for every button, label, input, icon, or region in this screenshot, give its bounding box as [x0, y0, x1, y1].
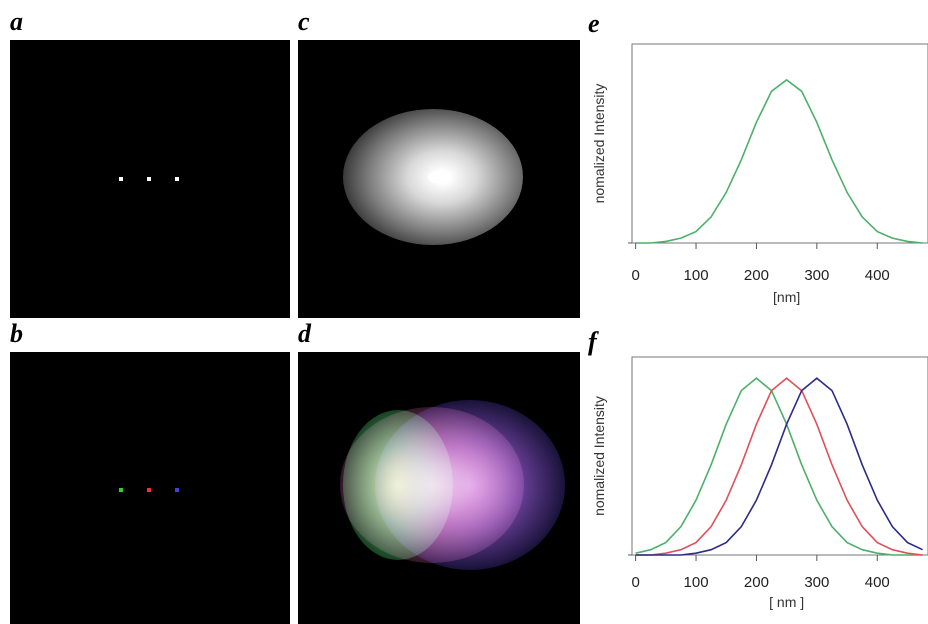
y-axis-label: nomalized Intensity [591, 84, 607, 204]
x-tick-label: 400 [865, 267, 890, 284]
plot-frame [632, 357, 928, 555]
page: a b c d e 0 100 200 300 400 [nm] nomalized Inte… [0, 0, 928, 624]
point-source [147, 488, 151, 492]
figure: a b c d e 0 100 200 300 400 [nm] nomalized Inte… [0, 0, 928, 624]
x-axis-label: [nm] [773, 289, 800, 305]
panel-label: f [588, 327, 599, 356]
color-blur [340, 400, 565, 570]
point-source [175, 177, 179, 181]
panel-label: e [588, 9, 600, 38]
x-axis-label: [ nm ] [769, 594, 804, 610]
x-tick-label: 200 [744, 574, 769, 591]
blur-center [428, 171, 446, 183]
y-axis-label: nomalized Intensity [591, 396, 607, 516]
point-source [119, 177, 123, 181]
x-tick-label: 400 [865, 574, 890, 591]
plot-frame [632, 44, 928, 243]
line-series [636, 378, 923, 555]
panel-label: b [10, 319, 23, 348]
x-tick-label: 200 [744, 267, 769, 284]
panel-label: c [298, 7, 310, 36]
panel-label: d [298, 319, 312, 348]
line-series [636, 80, 923, 243]
point-source [147, 177, 151, 181]
x-tick-label: 300 [804, 267, 829, 284]
x-tick-label: 0 [631, 574, 639, 591]
x-tick-label: 300 [804, 574, 829, 591]
x-tick-label: 100 [684, 267, 709, 284]
x-tick-label: 100 [684, 574, 709, 591]
point-source [175, 488, 179, 492]
x-tick-label: 0 [631, 267, 639, 284]
blur-spot-green [343, 410, 453, 560]
panel-label: a [10, 7, 23, 36]
point-source [119, 488, 123, 492]
